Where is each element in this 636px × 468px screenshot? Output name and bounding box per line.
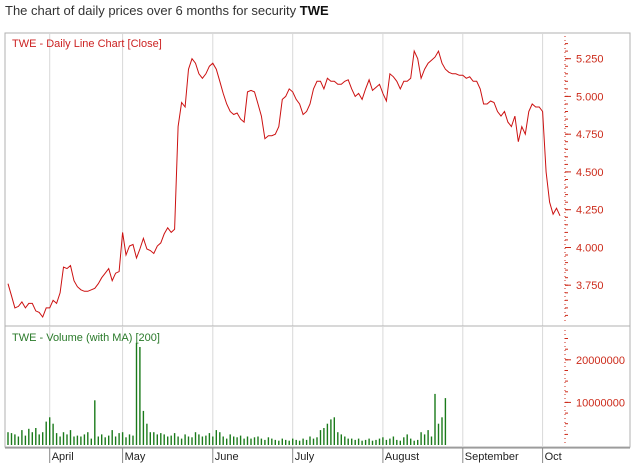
heading-text: The chart of daily prices over 6 months … — [5, 3, 300, 18]
price-tick-label: 5.250 — [576, 54, 604, 66]
price-tick-label: 4.250 — [576, 205, 604, 217]
volume-panel-frame — [4, 325, 631, 448]
volume-chart-title: TWE - Volume (with MA) [200] — [12, 332, 160, 344]
volume-panel: 10000000 20000000 TWE - Volume (with MA) … — [4, 325, 631, 448]
price-panel-frame — [4, 32, 631, 327]
month-label: June — [215, 451, 239, 463]
heading-symbol: TWE — [299, 3, 329, 18]
volume-tick-label: 20000000 — [576, 355, 625, 367]
price-line — [7, 49, 561, 319]
month-axis: April May June July August September Oct — [5, 447, 630, 463]
price-tick-label: 5.000 — [576, 91, 604, 103]
price-chart-title: TWE - Daily Line Chart [Close] — [12, 38, 162, 50]
month-label: September — [465, 451, 519, 463]
month-label: April — [52, 451, 74, 463]
volume-tick-label: 10000000 — [576, 397, 625, 409]
month-label: May — [125, 451, 146, 463]
price-panel: 3.750 4.000 4.250 4.500 4.750 5.000 5.250 TWE … — [4, 32, 631, 327]
month-label: July — [295, 451, 315, 463]
price-tick-label: 4.000 — [576, 243, 604, 255]
price-tick-label: 4.500 — [576, 167, 604, 179]
price-tick-label: 3.750 — [576, 280, 604, 292]
month-label: August — [385, 451, 419, 463]
month-label: Oct — [545, 451, 562, 463]
page-heading: The chart of daily prices over 6 months … — [5, 3, 329, 18]
price-tick-label: 4.750 — [576, 129, 604, 141]
